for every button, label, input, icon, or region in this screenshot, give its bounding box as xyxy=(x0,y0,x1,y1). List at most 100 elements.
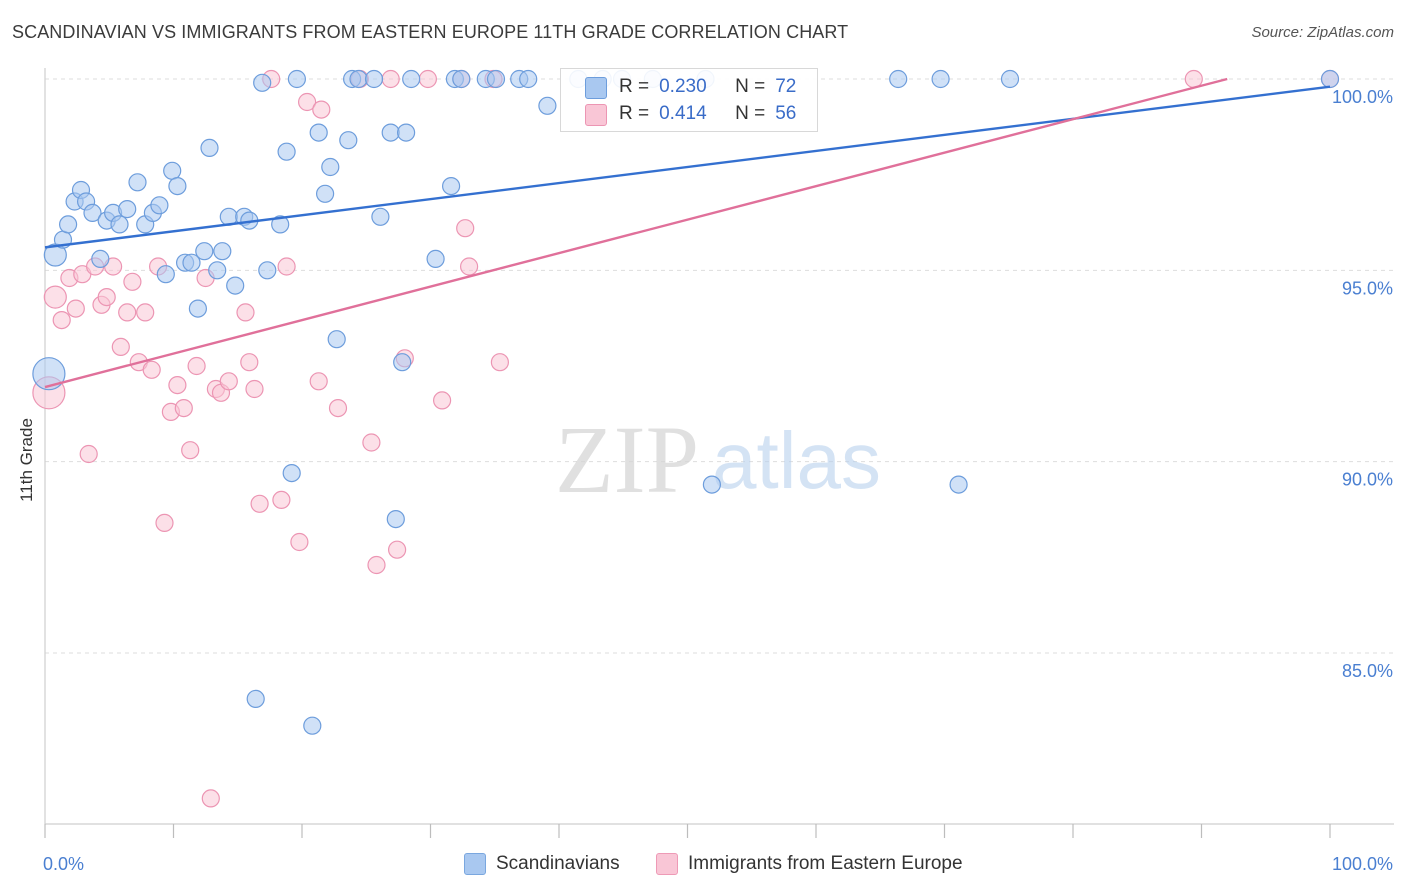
scandinavians-point xyxy=(118,200,137,219)
y-tick-label: 85.0% xyxy=(1342,661,1393,681)
scandinavians-point xyxy=(1320,69,1340,89)
immigrants-point xyxy=(97,288,116,307)
series-scandinavians-points xyxy=(32,69,1340,735)
bottom-legend-immigrants: Immigrants from Eastern Europe xyxy=(656,852,963,876)
x-tick-label: 100.0% xyxy=(1332,854,1393,874)
scandinavians-point xyxy=(538,96,557,115)
immigrants-point xyxy=(362,433,381,452)
scandinavians-point xyxy=(246,689,265,709)
bottom-legend-label: Scandinavians xyxy=(496,853,620,874)
scandinavians-point xyxy=(309,123,328,142)
y-tick-label: 90.0% xyxy=(1342,470,1393,490)
trend-line-scandinavians xyxy=(44,85,1331,249)
scandinavians-point xyxy=(519,69,538,89)
scandinavians-point xyxy=(91,249,110,268)
scandinavians-point xyxy=(397,123,416,142)
immigrants-point xyxy=(245,379,264,399)
legend-r-label: R = xyxy=(619,76,650,97)
scandinavians-point xyxy=(195,242,214,261)
y-tick-label: 95.0% xyxy=(1342,278,1393,298)
immigrants-point xyxy=(168,376,187,395)
immigrants-point xyxy=(187,356,206,376)
chart-source: Source: ZipAtlas.com xyxy=(1251,24,1394,41)
legend-n-label: N = xyxy=(735,76,766,97)
scandinavians-point xyxy=(156,265,175,284)
trend-lines xyxy=(44,77,1331,389)
immigrants-point xyxy=(66,299,85,318)
scandinavians-point xyxy=(182,253,201,272)
scandinavians-point xyxy=(163,161,182,180)
scandinavians-point xyxy=(702,475,722,494)
legend-n-value: 72 xyxy=(775,76,797,97)
immigrants-point xyxy=(111,337,130,356)
legend-row-immigrants: R = 0.414 N = 56 xyxy=(585,101,797,127)
immigrants-point xyxy=(142,360,161,379)
immigrants-point xyxy=(43,285,67,309)
immigrants-point xyxy=(312,100,331,119)
legend-n-value: 56 xyxy=(775,103,797,124)
scandinavians-point xyxy=(32,357,66,391)
scandinavians-point xyxy=(258,261,277,280)
watermark-zip: ZIP xyxy=(555,406,699,513)
y-tick-label: 100.0% xyxy=(1332,87,1393,107)
chart-title: SCANDINAVIAN VS IMMIGRANTS FROM EASTERN … xyxy=(12,22,849,42)
scandinavians-point xyxy=(168,177,187,196)
immigrants-point xyxy=(155,513,174,533)
scandinavians-point xyxy=(83,203,102,222)
immigrants-point xyxy=(123,272,142,291)
immigrants-point xyxy=(381,69,400,89)
immigrants-point xyxy=(290,532,309,552)
immigrants-point xyxy=(240,353,259,372)
bottom-legend-swatch-blue xyxy=(464,853,486,875)
scandinavians-point xyxy=(452,69,471,89)
scandinavians-point xyxy=(1000,69,1020,89)
scandinavians-point xyxy=(110,215,129,234)
immigrants-point xyxy=(456,219,475,238)
legend-row-scandinavians: R = 0.230 N = 72 xyxy=(585,74,797,100)
scandinavians-point xyxy=(226,276,245,295)
immigrants-point xyxy=(181,441,200,460)
immigrants-point xyxy=(433,391,452,410)
immigrants-point xyxy=(136,303,155,322)
scandinavians-point xyxy=(303,716,322,735)
scandinavians-point xyxy=(271,215,290,234)
scandinavians-point xyxy=(426,249,445,268)
y-axis-label: 11th Grade xyxy=(17,418,36,502)
trend-line-immigrants xyxy=(44,77,1228,389)
legend-r-value: 0.230 xyxy=(659,76,707,97)
legend-n-label: N = xyxy=(735,103,766,124)
scandinavians-point xyxy=(381,123,400,142)
legend-r-label: R = xyxy=(619,103,650,124)
scandinavians-point xyxy=(402,69,421,89)
scandinavians-point xyxy=(128,173,147,192)
scandinavians-point xyxy=(213,242,232,261)
legend-swatch-pink xyxy=(585,104,607,126)
scandinavians-point xyxy=(321,157,340,177)
bottom-legend-label: Immigrants from Eastern Europe xyxy=(688,853,963,874)
scandinavians-point xyxy=(327,330,346,349)
scandinavians-point xyxy=(442,177,461,196)
immigrants-point xyxy=(490,353,509,372)
legend-swatch-blue xyxy=(585,77,607,99)
axis-layer xyxy=(44,68,1394,838)
watermark-atlas: atlas xyxy=(712,416,881,505)
scandinavians-point xyxy=(371,207,390,226)
scandinavians-point xyxy=(208,261,227,280)
scandinavians-point xyxy=(150,196,169,215)
immigrants-point xyxy=(309,372,328,391)
x-tick-label: 0.0% xyxy=(43,854,84,874)
immigrants-point xyxy=(201,789,220,808)
immigrants-point xyxy=(388,540,407,559)
scandinavians-point xyxy=(386,509,405,529)
immigrants-point xyxy=(174,399,193,418)
immigrants-point xyxy=(367,555,386,575)
immigrants-point xyxy=(298,92,317,112)
scandinavians-point xyxy=(349,69,368,89)
scandinavians-point xyxy=(889,69,908,89)
scandinavians-point xyxy=(287,69,306,89)
bottom-legend-swatch-pink xyxy=(656,853,678,875)
scandinavians-point xyxy=(200,138,219,157)
immigrants-point xyxy=(79,444,98,464)
scandinavians-point xyxy=(949,475,968,494)
